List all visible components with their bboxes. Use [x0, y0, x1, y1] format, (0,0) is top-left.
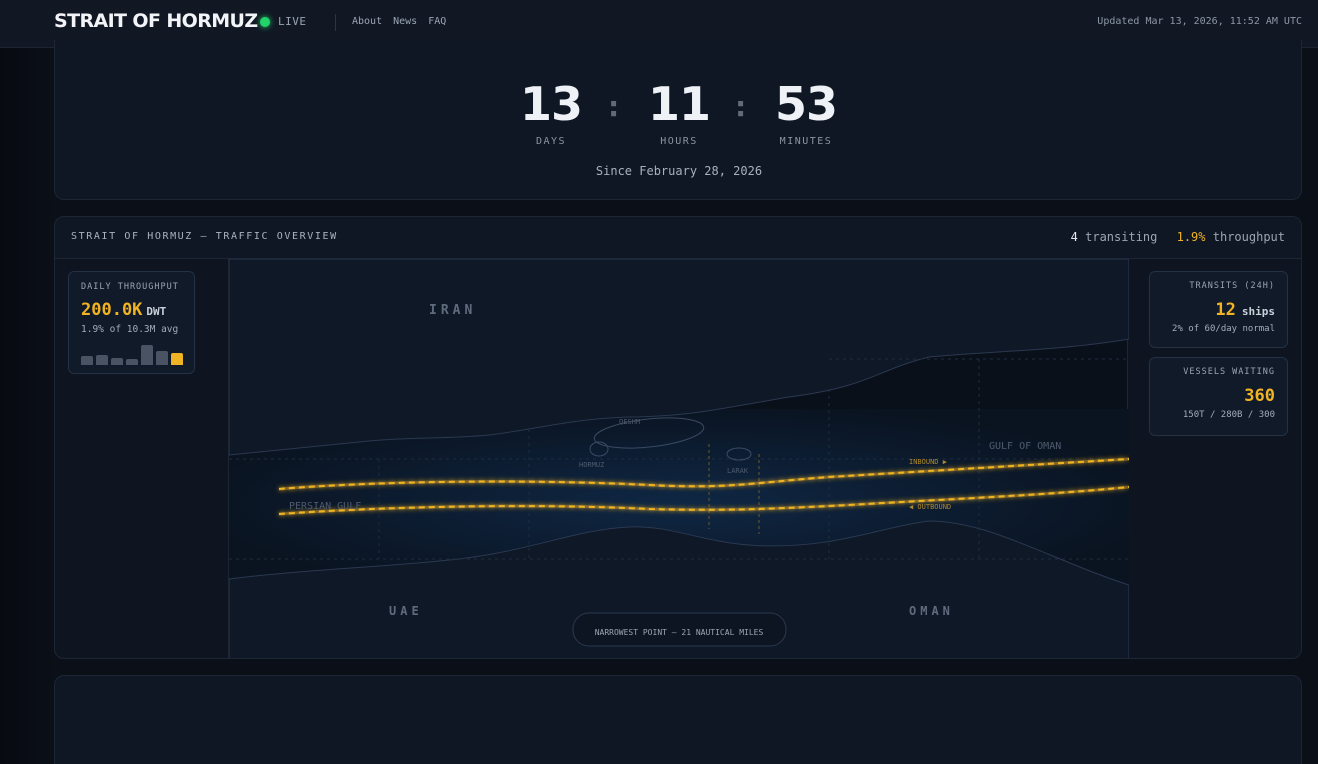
transiting-label: transiting [1085, 230, 1158, 244]
transiting-count: 4 [1070, 230, 1078, 244]
panel-header: STRAIT OF HORMUZ — TRAFFIC OVERVIEW 4 tr… [55, 217, 1301, 259]
shipping-lanes [278, 457, 1129, 516]
live-label: LIVE [278, 15, 307, 28]
daily-throughput-value: 200.0K [81, 300, 143, 320]
live-indicator-icon [260, 17, 270, 27]
narrowest-pill [572, 612, 787, 647]
updated-timestamp: Updated Mar 13, 2026, 11:52 AM UTC [1097, 16, 1302, 27]
counter-separator: : [608, 90, 620, 123]
daily-throughput-value-row: 200.0K DWT [81, 300, 182, 320]
uae-oman-landmass [229, 520, 1129, 658]
minutes-unit: 53 MINUTES [751, 78, 861, 147]
minutes-value: 53 [774, 77, 838, 131]
oman-label: OMAN [909, 604, 954, 618]
throughput-bar [96, 355, 108, 365]
larak-label: LARAK [727, 467, 749, 475]
transits-sub: 2% of 60/day normal [1172, 324, 1275, 334]
hormuz-label: HORMUZ [579, 461, 604, 469]
nav-faq-link[interactable]: FAQ [428, 16, 447, 27]
vessels-waiting-title: VESSELS WAITING [1183, 367, 1275, 377]
vessels-waiting-value: 360 [1244, 386, 1275, 406]
brand-logo[interactable]: STRAIT OF HORMUZ [54, 10, 258, 32]
persian-gulf-label: PERSIAN GULF [289, 501, 361, 512]
qeshm-island [593, 417, 705, 449]
strait-map[interactable]: IRAN UAE OMAN PERSIAN GULF GULF OF OMAN … [228, 259, 1129, 658]
transits-unit: ships [1241, 305, 1275, 318]
days-value: 13 [519, 77, 583, 131]
inbound-lane [278, 458, 1129, 490]
days-unit: 13 DAYS [496, 78, 606, 147]
counter-separator: : [735, 90, 747, 123]
nav-news-link[interactable]: News [393, 16, 418, 27]
throughput-sparkbars [81, 343, 185, 365]
throughput-bar [171, 353, 183, 365]
gulf-of-oman-label: GULF OF OMAN [989, 441, 1061, 452]
transits-title: TRANSITS (24H) [1189, 281, 1275, 291]
daily-throughput-sub: 1.9% of 10.3M avg [81, 324, 179, 335]
throughput-bar [156, 351, 168, 365]
daily-throughput-card: DAILY THROUGHPUT 200.0K DWT 1.9% of 10.3M… [68, 271, 195, 374]
map-graphic: IRAN UAE OMAN PERSIAN GULF GULF OF OMAN … [229, 259, 1129, 658]
transits-card: TRANSITS (24H) 12 ships 2% of 60/day norm… [1149, 271, 1288, 348]
hours-unit: 11 HOURS [624, 78, 734, 147]
iran-landmass [229, 259, 1129, 456]
narrowest-label: NARROWEST POINT — 21 NAUTICAL MILES [595, 628, 764, 637]
panel-stats: 4 transiting 1.9% throughput [1071, 230, 1285, 244]
nav-about-link[interactable]: About [352, 16, 383, 27]
outbound-lane [278, 486, 1129, 515]
hours-value: 11 [647, 77, 711, 131]
qeshm-label: QESHM [619, 418, 640, 426]
vessels-waiting-sub: 150T / 280B / 300 [1182, 410, 1275, 420]
throughput-bar [111, 358, 123, 365]
panel-title: STRAIT OF HORMUZ — TRAFFIC OVERVIEW [71, 231, 338, 242]
throughput-bar [81, 356, 93, 365]
grid-lines [229, 358, 1129, 560]
left-gutter [0, 0, 54, 764]
outbound-label: ◀ OUTBOUND [909, 503, 951, 511]
transits-value: 12 [1215, 300, 1236, 320]
daily-throughput-unit: DWT [146, 305, 167, 318]
since-date: Since February 28, 2026 [595, 164, 763, 178]
vessels-waiting-card: VESSELS WAITING 360 150T / 280B / 300 [1149, 357, 1288, 436]
uae-label: UAE [389, 604, 423, 618]
traffic-overview-panel: STRAIT OF HORMUZ — TRAFFIC OVERVIEW 4 tr… [54, 216, 1302, 659]
throughput-label: throughput [1212, 230, 1285, 244]
hours-label: HOURS [660, 136, 698, 147]
inbound-label: INBOUND ▶ [909, 458, 948, 466]
days-label: DAYS [535, 136, 567, 147]
main-nav: About News FAQ [352, 16, 446, 27]
transits-value-row: 12 ships [1162, 300, 1275, 320]
elapsed-counter-card: 13 DAYS : 11 HOURS : 53 MINUTES Since Fe… [54, 40, 1302, 200]
throughput-pct: 1.9% [1176, 230, 1206, 244]
secondary-panel [54, 675, 1302, 764]
larak-island [726, 447, 752, 461]
daily-throughput-title: DAILY THROUGHPUT [81, 282, 179, 292]
minutes-label: MINUTES [779, 136, 833, 147]
throughput-bar [141, 345, 153, 365]
iran-label: IRAN [429, 303, 476, 318]
nav-divider [335, 14, 336, 31]
throughput-bar [126, 359, 138, 365]
hormuz-island [589, 441, 609, 457]
